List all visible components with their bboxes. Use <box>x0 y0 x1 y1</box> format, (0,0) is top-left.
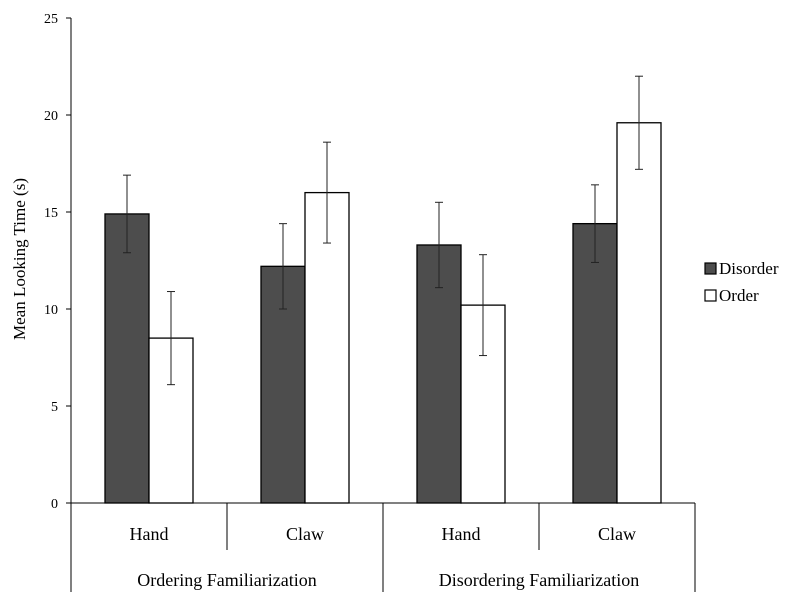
legend-label: Disorder <box>719 259 779 278</box>
y-tick-label: 25 <box>44 12 58 27</box>
legend: Disorder Order <box>704 259 779 305</box>
y-tick-label: 0 <box>51 497 58 512</box>
y-axis: 0 5 10 15 20 25 <box>44 12 72 592</box>
y-tick-label: 10 <box>44 303 58 318</box>
y-tick-label: 20 <box>44 109 58 124</box>
y-tick-label: 15 <box>44 206 58 221</box>
y-axis-title: Mean Looking Time (s) <box>10 178 29 340</box>
x-category-label: Claw <box>598 524 636 544</box>
bar-disorder-3 <box>572 222 618 504</box>
bars <box>104 122 662 504</box>
x-axis: Hand Claw Hand Claw Ordering Familiarization… <box>71 502 696 592</box>
x-group-label: Disordering Familiarization <box>439 570 639 590</box>
bar-order-1 <box>304 191 350 504</box>
legend-label: Order <box>719 286 759 305</box>
error-bars <box>123 75 643 386</box>
legend-swatch-disorder <box>704 262 717 275</box>
y-tick-label: 5 <box>51 400 58 415</box>
x-category-label: Hand <box>130 524 169 544</box>
x-category-label: Claw <box>286 524 324 544</box>
bar-disorder-0 <box>104 213 150 504</box>
legend-swatch-order <box>704 289 717 302</box>
x-group-label: Ordering Familiarization <box>137 570 316 590</box>
bar-order-3 <box>616 122 662 504</box>
x-category-label: Hand <box>442 524 481 544</box>
